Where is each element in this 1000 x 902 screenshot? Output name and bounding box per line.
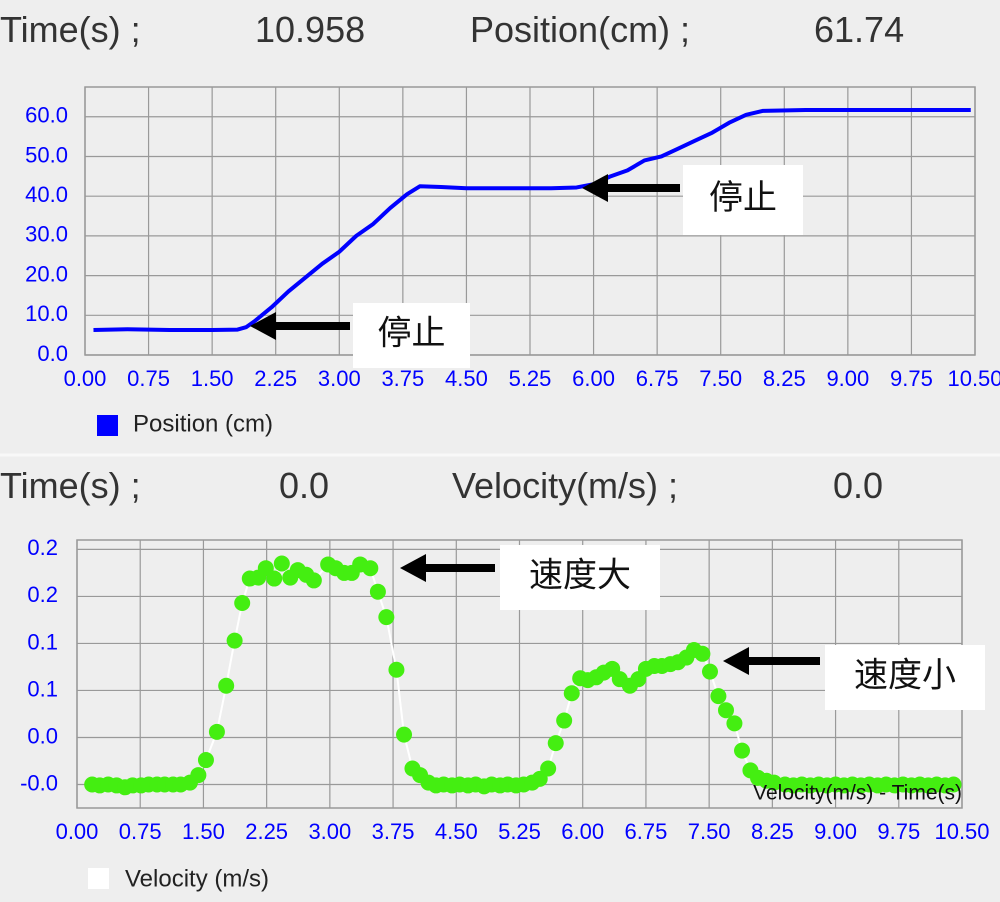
data-point	[378, 609, 395, 626]
x-tick-label: 5.25	[509, 366, 552, 391]
data-point	[226, 632, 243, 649]
data-point	[734, 742, 751, 759]
data-point	[369, 583, 386, 600]
y-tick-label: 0.0	[37, 341, 68, 366]
y-tick-label: 30.0	[25, 222, 68, 247]
x-tick-label: 7.50	[688, 819, 731, 844]
time-value: 0.0	[279, 465, 330, 506]
x-tick-label: 5.25	[498, 819, 541, 844]
velocity-value: 0.0	[833, 465, 884, 506]
time-value: 10.958	[255, 9, 366, 50]
data-point	[190, 767, 207, 784]
annotation-arrowhead	[723, 647, 749, 675]
data-point	[726, 715, 743, 732]
data-point	[701, 663, 718, 680]
x-tick-label: 6.00	[572, 366, 615, 391]
position-label: Position(cm) ;	[470, 9, 691, 50]
data-point	[208, 723, 225, 740]
annotation-arrowhead	[400, 554, 426, 582]
annotation-box	[825, 645, 985, 710]
x-tick-label: 6.75	[625, 819, 668, 844]
x-tick-label: 3.75	[372, 819, 415, 844]
x-tick-label: 10.50	[947, 366, 1000, 391]
x-tick-label: 9.00	[826, 366, 869, 391]
legend-swatch	[88, 868, 109, 889]
data-point	[563, 685, 580, 702]
x-tick-label: 1.50	[182, 819, 225, 844]
data-line	[93, 108, 971, 332]
annotation-text: 停止	[378, 314, 446, 352]
x-tick-label: 3.75	[381, 366, 424, 391]
y-tick-label: 60.0	[25, 103, 68, 128]
data-point	[266, 570, 283, 587]
annotation-text: 速度大	[529, 556, 631, 594]
time-label: Time(s) ;	[0, 9, 141, 50]
data-point	[197, 752, 214, 769]
x-tick-label: 6.00	[561, 819, 604, 844]
x-tick-label: 6.75	[636, 366, 679, 391]
legend-label: Position (cm)	[133, 410, 273, 437]
x-tick-label: 9.75	[890, 366, 933, 391]
y-tick-label: -0.0	[20, 770, 58, 795]
x-tick-label: 9.75	[877, 819, 920, 844]
x-tick-label: 2.25	[254, 366, 297, 391]
x-tick-label: 0.75	[127, 366, 170, 391]
y-tick-label: 0.2	[27, 582, 58, 607]
data-point	[218, 677, 235, 694]
annotation-box	[353, 303, 470, 368]
y-tick-label: 0.0	[27, 723, 58, 748]
data-point	[718, 702, 734, 719]
data-point	[694, 645, 711, 662]
x-tick-label: 0.00	[56, 819, 99, 844]
x-tick-label: 10.50	[934, 819, 989, 844]
annotation-box	[500, 545, 660, 610]
legend-swatch	[97, 415, 118, 436]
time-label: Time(s) ;	[0, 465, 141, 506]
data-point	[234, 595, 251, 612]
chart-description: Velocity(m/s) - Time(s)	[753, 782, 962, 805]
x-tick-label: 8.25	[751, 819, 794, 844]
y-tick-label: 0.1	[27, 676, 58, 701]
data-point	[305, 572, 322, 589]
annotation-text: 停止	[709, 179, 777, 217]
data-point	[556, 712, 573, 729]
annotation-text: 速度小	[854, 656, 956, 694]
data-point	[540, 760, 557, 777]
data-point	[710, 688, 727, 705]
x-tick-label: 3.00	[308, 819, 351, 844]
x-tick-label: 1.50	[191, 366, 234, 391]
data-point	[547, 735, 564, 752]
x-tick-label: 9.00	[814, 819, 857, 844]
x-tick-label: 0.00	[64, 366, 107, 391]
data-point	[396, 726, 413, 743]
y-tick-label: 0.2	[27, 535, 58, 560]
annotation-box	[683, 165, 803, 235]
x-tick-label: 2.25	[245, 819, 288, 844]
y-tick-label: 0.1	[27, 629, 58, 654]
y-tick-label: 50.0	[25, 142, 68, 167]
legend-label: Velocity (m/s)	[125, 865, 269, 892]
velocity-label: Velocity(m/s) ;	[452, 465, 679, 506]
data-point	[362, 560, 379, 577]
y-tick-label: 20.0	[25, 261, 68, 286]
annotation-arrowhead	[250, 312, 276, 340]
x-tick-label: 4.50	[445, 366, 488, 391]
annotation-arrowhead	[582, 174, 608, 202]
x-tick-label: 4.50	[435, 819, 478, 844]
data-point	[388, 661, 405, 678]
y-tick-label: 40.0	[25, 182, 68, 207]
x-tick-label: 8.25	[763, 366, 806, 391]
data-point	[273, 555, 290, 572]
position-value: 61.74	[814, 9, 905, 50]
y-tick-label: 10.0	[25, 301, 68, 326]
x-tick-label: 3.00	[318, 366, 361, 391]
data-point	[945, 776, 962, 793]
x-tick-label: 7.50	[699, 366, 742, 391]
x-tick-label: 0.75	[119, 819, 162, 844]
